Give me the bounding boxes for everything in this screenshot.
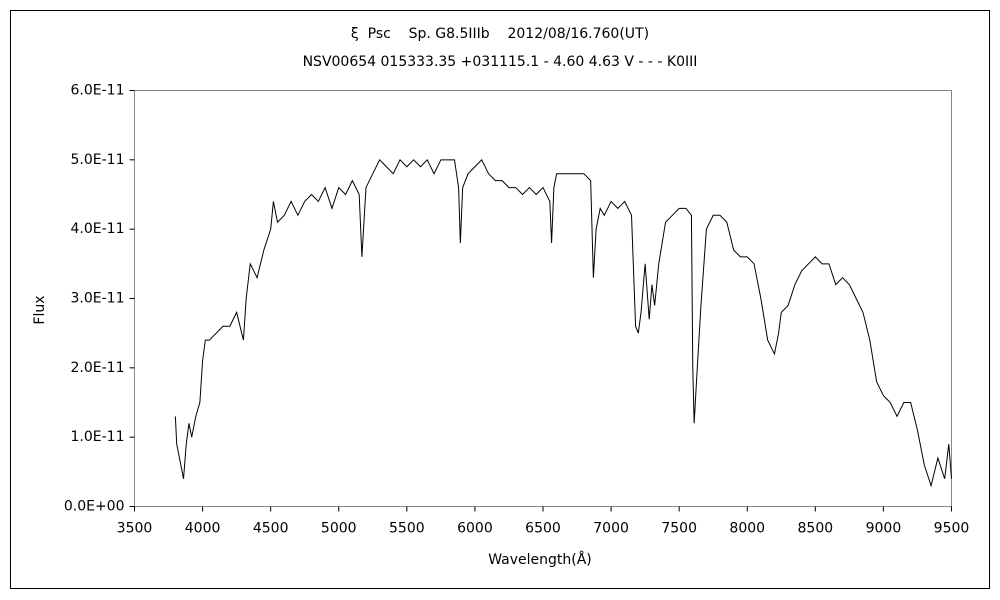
y-tick-label: 4.0E-11 <box>71 221 125 237</box>
x-tick-label: 9000 <box>866 521 902 537</box>
y-tick-label: 2.0E-11 <box>71 360 125 376</box>
x-tick-label: 9500 <box>934 521 970 537</box>
x-tick-label: 6500 <box>525 521 561 537</box>
x-tick-label: 6000 <box>457 521 493 537</box>
spectrum-line <box>174 158 952 488</box>
x-tick-label: 5000 <box>321 521 357 537</box>
x-tick-label: 7500 <box>661 521 697 537</box>
x-tick-label: 4000 <box>185 521 221 537</box>
plot-area <box>134 90 952 507</box>
x-tick-label: 8000 <box>729 521 765 537</box>
y-tick-label: 0.0E+00 <box>64 499 125 515</box>
y-tick-label: 3.0E-11 <box>71 291 125 307</box>
y-tick-label: 1.0E-11 <box>71 429 125 445</box>
y-tick-label: 5.0E-11 <box>71 152 125 168</box>
chart-title: ξ Psc Sp. G8.5IIIb 2012/08/16.760(UT) <box>351 26 649 42</box>
x-tick-label: 4500 <box>253 521 289 537</box>
y-axis-label: Flux <box>32 295 48 324</box>
x-tick-label: 5500 <box>389 521 425 537</box>
x-tick-label: 7000 <box>593 521 629 537</box>
y-tick-label: 6.0E-11 <box>71 83 125 99</box>
chart-subtitle: NSV00654 015333.35 +031115.1 - 4.60 4.63… <box>303 54 698 70</box>
x-tick-label: 3500 <box>117 521 153 537</box>
x-tick-label: 8500 <box>798 521 834 537</box>
x-axis-label: Wavelength(Å) <box>488 551 592 568</box>
